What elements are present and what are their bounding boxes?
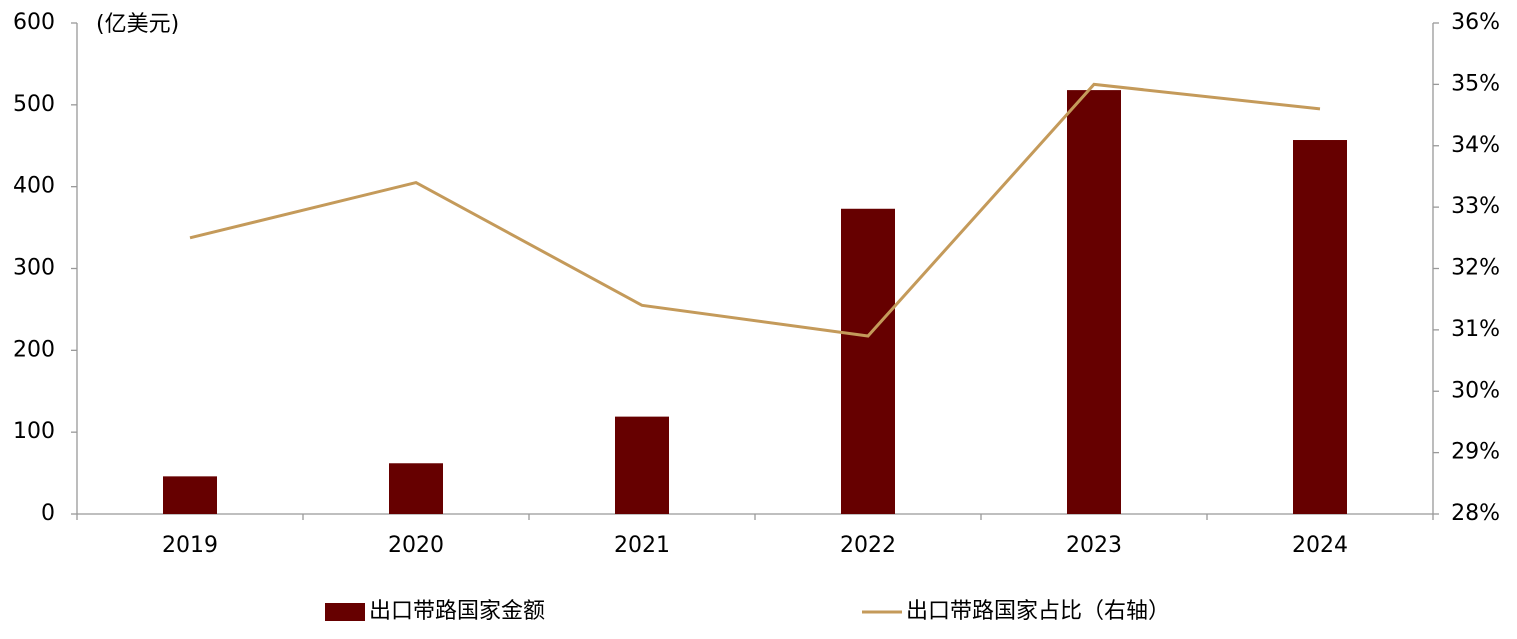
bar (163, 476, 217, 514)
y2-tick-label: 29% (1451, 440, 1500, 465)
y-axis-unit: (亿美元) (96, 12, 179, 37)
bar (389, 463, 443, 514)
y-tick-label: 200 (13, 337, 55, 362)
x-tick-label: 2022 (840, 533, 896, 558)
legend-label: 出口带路国家金额 (369, 599, 545, 624)
y2-tick-label: 28% (1451, 501, 1500, 526)
y-tick-label: 0 (41, 501, 55, 526)
y2-tick-label: 32% (1451, 256, 1500, 281)
bar (1067, 90, 1121, 514)
y2-tick-label: 31% (1451, 317, 1500, 342)
legend-swatch (325, 603, 365, 621)
x-tick-label: 2023 (1066, 533, 1122, 558)
y-tick-label: 600 (13, 10, 55, 35)
legend-label: 出口带路国家占比（右轴） (906, 599, 1170, 624)
x-tick-label: 2019 (162, 533, 218, 558)
bar (1293, 140, 1347, 514)
y-tick-label: 100 (13, 419, 55, 444)
y-tick-label: 400 (13, 174, 55, 199)
y2-tick-label: 35% (1451, 71, 1500, 96)
y-tick-label: 500 (13, 92, 55, 117)
y2-tick-label: 34% (1451, 133, 1500, 158)
y2-tick-label: 30% (1451, 378, 1500, 403)
y-tick-label: 300 (13, 256, 55, 281)
line (189, 82, 1321, 338)
bar (841, 208, 895, 515)
y2-tick-label: 36% (1451, 10, 1500, 35)
y2-tick-label: 33% (1451, 194, 1500, 219)
bar (615, 416, 669, 514)
x-tick-label: 2020 (388, 533, 444, 558)
x-tick-label: 2021 (614, 533, 670, 558)
x-tick-label: 2024 (1292, 533, 1348, 558)
